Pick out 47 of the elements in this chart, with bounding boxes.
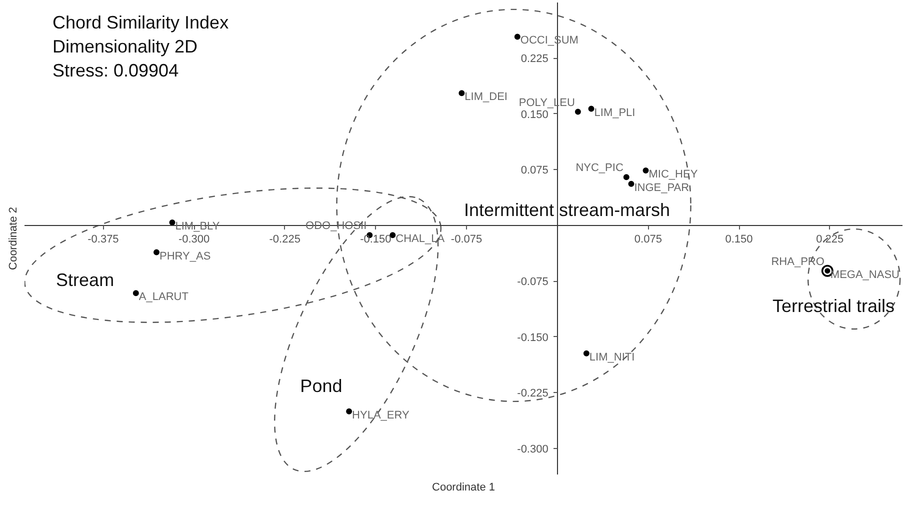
annotation: Pond xyxy=(300,376,342,396)
series-label: INGE_PAR xyxy=(634,182,690,194)
x-tick-label: -0.375 xyxy=(88,233,119,246)
text: Chord Similarity Index xyxy=(52,12,229,32)
point xyxy=(346,408,352,414)
series-label: LIM_DEI xyxy=(464,91,508,104)
y-tick-label: -0.150 xyxy=(517,332,548,344)
y-axis-title: Coordinate 2 xyxy=(8,206,20,270)
annotation: Terrestrial trails xyxy=(772,296,894,316)
x-tick-label: 0.075 xyxy=(634,233,662,246)
point xyxy=(623,174,630,180)
x-axis-title: Coordinate 1 xyxy=(432,482,496,494)
series-label: A_LARUT xyxy=(138,291,189,304)
x-tick-label: -0.225 xyxy=(269,233,300,246)
point xyxy=(132,290,139,296)
point xyxy=(514,34,520,40)
y-tick-label: -0.300 xyxy=(517,443,548,456)
series-label: MIC_HEY xyxy=(648,168,698,180)
point xyxy=(588,106,594,112)
y-tick-label: -0.225 xyxy=(517,388,548,400)
x-tick-label: -0.300 xyxy=(178,233,210,246)
series-label: CHAL_LA xyxy=(396,233,446,246)
x-tick-label: -0.075 xyxy=(450,233,482,246)
point xyxy=(583,350,590,356)
x-tick-label: 0.150 xyxy=(725,233,753,246)
series-label: PHRY_AS xyxy=(160,250,211,262)
text: Dimensionality 2D xyxy=(52,36,198,56)
series-label: NYC_PIC xyxy=(576,162,624,174)
y-tick-label: -0.075 xyxy=(517,276,548,288)
y-tick-label: 0.225 xyxy=(520,53,548,66)
x-tick-label: 0.225 xyxy=(816,233,844,246)
point xyxy=(154,249,160,256)
y-tick-label: 0.150 xyxy=(520,108,548,121)
x-tick-label: -0.150 xyxy=(360,233,392,246)
series-label: MEGA_NASU xyxy=(830,268,900,281)
annotation: Intermittent stream-marsh xyxy=(464,200,670,220)
point xyxy=(628,180,634,187)
y-tick-label: 0.075 xyxy=(520,164,548,177)
point xyxy=(574,108,581,115)
series-label: LIM_PLI xyxy=(594,106,636,119)
series-label: LIM_NITI xyxy=(589,351,635,364)
annotation: Stream xyxy=(56,270,114,290)
point xyxy=(458,90,465,96)
point xyxy=(642,167,649,174)
series-label: RHA_PRO xyxy=(771,256,825,268)
series-label: HYLA_ERY xyxy=(352,409,410,422)
annotation: Stress: 0.09904 xyxy=(52,60,179,80)
